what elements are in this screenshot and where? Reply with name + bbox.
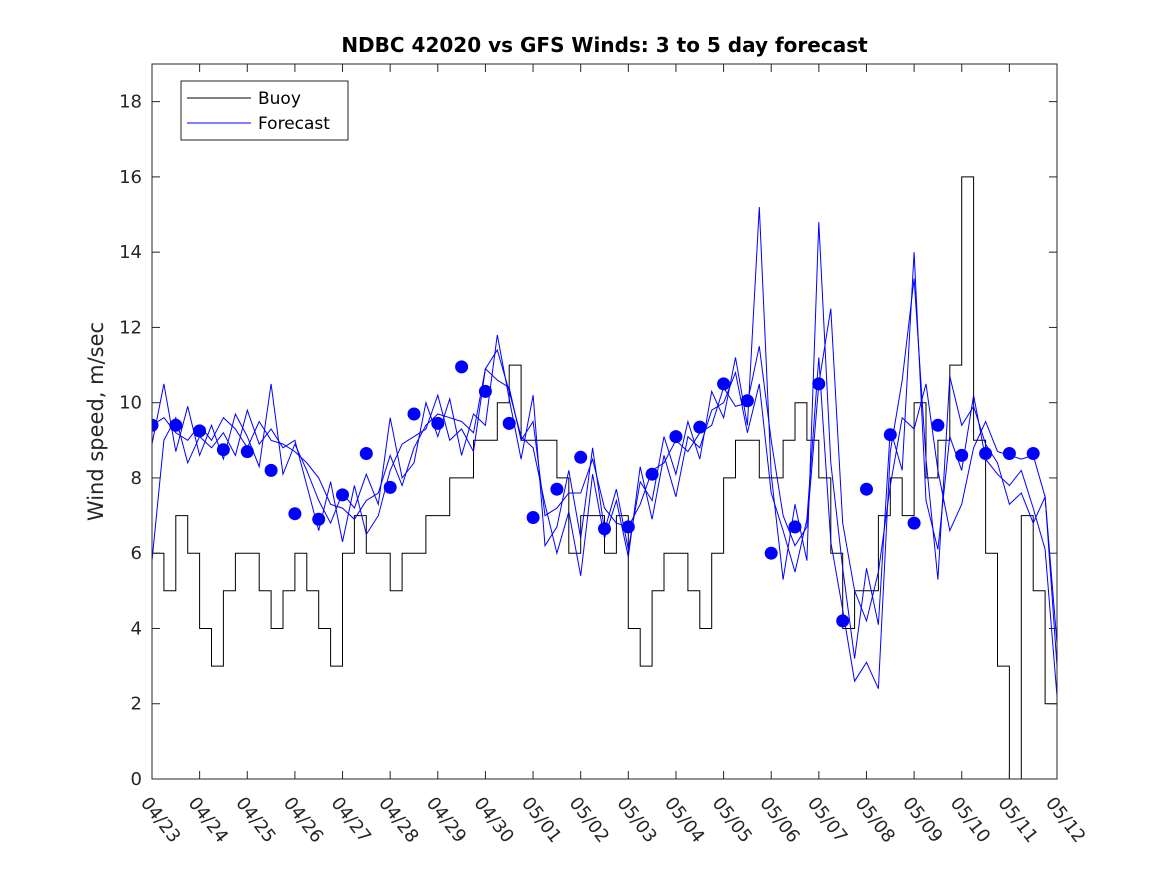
forecast-marker [216,443,230,457]
forecast-marker [550,482,564,496]
plot-area [152,176,1057,779]
forecast-marker [1002,447,1016,460]
y-tick-label: 16 [119,167,142,188]
forecast-marker [169,418,183,432]
forecast-marker [883,428,897,442]
legend-label-buoy: Buoy [258,89,301,109]
y-tick-label: 2 [131,694,142,715]
series-line-forecast-1 [152,308,1057,667]
forecast-marker [979,447,993,460]
legend-box [180,80,349,141]
y-tick-label: 6 [131,543,142,564]
y-tick-label: 8 [131,468,142,489]
forecast-marker [502,416,516,430]
y-tick-label: 0 [131,769,142,790]
forecast-marker [955,448,969,462]
forecast-marker [455,360,469,374]
forecast-marker [193,424,207,438]
forecast-marker [669,430,683,444]
forecast-marker [740,394,754,408]
y-tick-label: 14 [119,242,142,263]
forecast-marker [526,511,540,524]
forecast-marker [645,467,659,481]
forecast-marker [407,407,421,421]
forecast-marker [383,480,397,494]
forecast-marker [907,516,921,530]
legend: Buoy Forecast [180,80,349,141]
forecast-marker [764,546,778,560]
forecast-marker [264,463,278,477]
axes-box [151,63,1058,780]
forecast-marker [693,420,707,434]
y-axis-label: Wind speed, m/sec [84,322,108,521]
y-tick-label: 18 [119,92,142,113]
legend-label-forecast: Forecast [258,114,330,134]
y-tick-label: 12 [119,317,142,338]
series-line-forecast-3 [152,278,1057,689]
forecast-marker [621,520,635,534]
forecast-marker [788,520,802,534]
forecast-marker [860,482,873,496]
y-tick-label: 10 [119,393,142,414]
forecast-marker [312,512,326,526]
forecast-marker [431,416,445,430]
forecast-marker [812,377,826,391]
forecast-marker [931,418,945,432]
forecast-marker [359,447,373,460]
forecast-marker [574,450,588,464]
y-tick-label: 4 [131,618,142,639]
forecast-marker [240,445,254,459]
forecast-marker [1026,447,1040,460]
chart-title: NDBC 42020 vs GFS Winds: 3 to 5 day fore… [341,33,868,57]
forecast-marker [598,522,611,536]
forecast-marker [836,614,850,628]
forecast-marker [288,507,302,521]
forecast-marker [336,488,349,502]
forecast-marker [717,377,731,391]
forecast-marker [478,384,492,398]
forecast-marker [152,418,159,432]
series-line-buoy [152,176,1057,779]
